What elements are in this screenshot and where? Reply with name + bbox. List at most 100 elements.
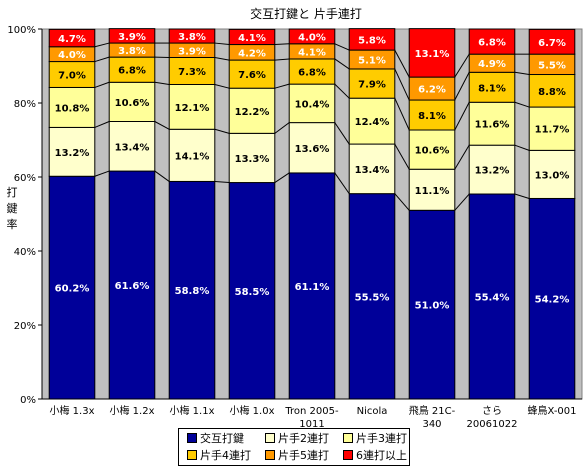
legend-item: 片手2連打: [265, 431, 329, 447]
y-tick-label: 20%: [14, 321, 36, 332]
series-connector-line: [154, 81, 170, 85]
x-tick-label: 小梅 1.1x: [170, 404, 215, 417]
bar-segment: [48, 28, 96, 48]
series-connector-line: [274, 172, 290, 183]
data-label: 6.2%: [418, 85, 446, 96]
series-connector-line: [94, 56, 110, 63]
data-label: 5.5%: [538, 60, 566, 71]
data-label: 12.1%: [175, 103, 210, 114]
series-connector-line: [454, 102, 470, 131]
series-connector-line: [514, 101, 530, 108]
data-label: 60.2%: [55, 284, 90, 295]
bar-segment: [348, 143, 396, 195]
series-connector-line: [514, 193, 530, 199]
data-label: 10.6%: [115, 98, 150, 109]
legend-swatch: [265, 450, 275, 460]
series-connector-line: [94, 81, 110, 88]
bar-segment: [168, 128, 216, 182]
bar-segment: [528, 197, 576, 400]
legend-item: 交互打鍵: [187, 431, 244, 447]
bar-segment: [528, 74, 576, 108]
y-axis-label-char: 鍵: [7, 201, 18, 215]
data-label: 5.8%: [358, 35, 386, 46]
x-tick-label-line: さら: [482, 405, 502, 417]
series-connector-line: [214, 180, 230, 184]
series-connector-line: [274, 58, 290, 61]
series-connector-line: [454, 144, 470, 170]
bar-segment: [288, 28, 336, 45]
bar-segment: [108, 28, 156, 44]
data-label: 13.4%: [115, 142, 150, 153]
x-tick-label-line: 飛鳥 21C-: [409, 404, 456, 417]
data-label: 13.6%: [295, 144, 330, 155]
x-tick-label-line: 20061022: [467, 419, 518, 430]
legend-label: 6連打以上: [356, 449, 407, 462]
bar-segment: [108, 56, 156, 83]
bar-segment: [168, 84, 216, 130]
series-connector-line: [334, 172, 350, 194]
x-tick-label-line: 小梅 1.3x: [50, 404, 95, 417]
bar-segment: [108, 121, 156, 172]
data-label: 6.8%: [298, 68, 326, 79]
y-axis-label-char: 打: [7, 185, 18, 199]
legend-item: 6連打以上: [343, 448, 407, 464]
data-label: 5.1%: [358, 56, 386, 67]
bar-segment: [288, 122, 336, 174]
data-label: 54.2%: [535, 295, 570, 306]
series-connector-line: [94, 170, 110, 177]
data-label: 12.2%: [235, 107, 270, 118]
series-connector-line: [514, 144, 530, 151]
x-tick-label: 蜂鳥X-001: [527, 404, 576, 417]
data-label: 6.8%: [478, 38, 506, 49]
data-label: 3.9%: [178, 46, 206, 57]
data-label: 12.4%: [355, 117, 390, 128]
data-label: 4.0%: [58, 50, 86, 61]
data-label: 13.2%: [475, 166, 510, 177]
x-tick-label-line: 340: [422, 419, 441, 430]
data-label: 7.0%: [58, 71, 86, 82]
x-tick-label: 小梅 1.3x: [50, 404, 95, 417]
data-label: 55.5%: [355, 292, 390, 303]
series-connector-line: [154, 170, 170, 182]
data-label: 7.6%: [238, 70, 266, 81]
bar-segment: [288, 83, 336, 124]
series-connector-line: [274, 43, 290, 46]
data-label: 13.3%: [235, 154, 270, 165]
series-connector-line: [334, 58, 350, 70]
bar-segment: [348, 28, 396, 51]
data-label: 8.1%: [418, 111, 446, 122]
bar-segment: [228, 132, 276, 184]
legend: 交互打鍵 片手2連打 片手3連打 片手4連打 片手5連打 6連打以上: [178, 428, 410, 466]
series-connector-line: [454, 72, 470, 101]
legend-swatch: [187, 433, 197, 443]
data-label: 6.7%: [538, 38, 566, 49]
y-axis-label: 打鍵率: [7, 185, 18, 231]
y-tick-label: 100%: [7, 25, 36, 36]
data-label: 13.0%: [535, 170, 570, 181]
bar-segment: [48, 126, 96, 177]
legend-swatch: [187, 450, 197, 460]
data-label: 14.1%: [175, 151, 210, 162]
series-connector-line: [214, 42, 230, 46]
data-label: 3.8%: [178, 32, 206, 43]
data-label: 58.5%: [235, 287, 270, 298]
legend-label: 片手5連打: [278, 449, 329, 462]
bar-segment: [228, 182, 276, 400]
y-tick-label: 80%: [14, 99, 36, 110]
series-connector-line: [334, 43, 350, 51]
bar-segment: [348, 193, 396, 400]
x-tick-label: Nicola: [357, 406, 388, 417]
data-label: 4.0%: [298, 32, 326, 43]
bar-segment: [528, 106, 576, 151]
x-tick-label: Tron 2005- 1011: [284, 406, 339, 430]
series-connector-line: [214, 56, 230, 61]
chart-title: 交互打鍵と 片手連打: [250, 6, 362, 21]
series-connector-line: [274, 122, 290, 134]
x-tick-label: 飛鳥 21C- 340: [409, 404, 456, 430]
data-label: 13.1%: [415, 49, 450, 60]
series-connector-line: [94, 42, 110, 48]
legend-swatch: [343, 433, 353, 443]
bar-segment: [48, 175, 96, 400]
data-label: 11.6%: [475, 120, 510, 131]
